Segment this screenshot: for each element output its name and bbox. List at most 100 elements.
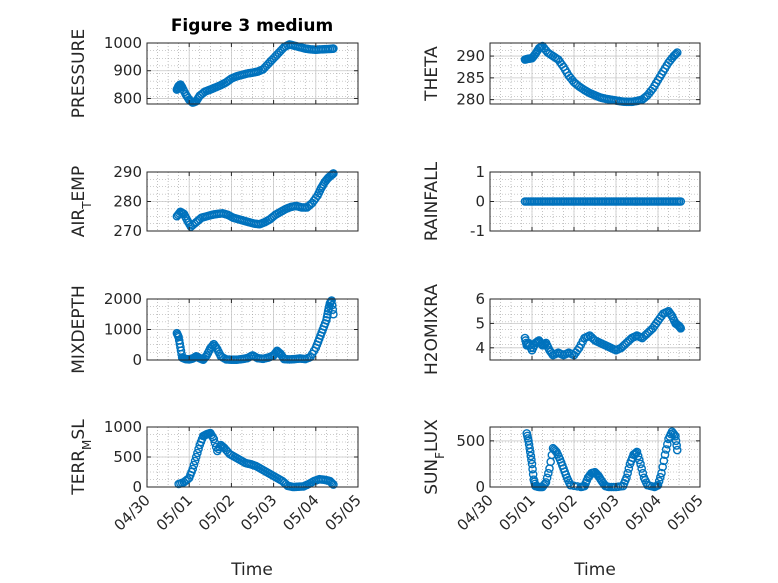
data-point [541,478,551,487]
data-point [676,197,686,206]
y-tick-label: 5 [475,314,485,332]
y-tick-label: 290 [113,163,142,181]
y-tick-label: 280 [456,91,485,109]
y-tick-label: 290 [456,47,485,65]
x-axis-label-right: Time [573,560,616,580]
y-tick-label: 285 [456,69,485,87]
series-markers [520,197,686,206]
data-point [525,447,535,457]
data-point [637,464,646,473]
data-point [671,431,680,441]
axes-box [489,42,701,105]
axes-box [489,298,701,361]
data-point [635,455,644,465]
data-point [193,448,202,458]
y-tick-label: 0 [132,351,142,369]
data-point [657,468,666,478]
data-point [327,300,337,310]
data-point [189,460,199,470]
y-axis-label: SUNFLUX [422,419,447,495]
series-markers [172,169,338,231]
subplot-second-left: 270 280 290 AIRTEMP [69,163,359,240]
axes-box [489,426,701,488]
y-tick-label: 800 [113,89,142,107]
y-tick-label: 1000 [104,321,142,339]
data-point [326,477,336,487]
y-tick-label: 1000 [104,418,142,436]
data-point [329,44,338,53]
data-point [528,464,537,474]
data-point [328,305,338,314]
data-point [190,456,200,466]
subplot-second-right: -1 0 1 RAINFALL [422,161,701,241]
y-tick-label: 500 [113,448,142,466]
data-point [632,447,642,457]
subplot-third-right: 4 5 6 H2OMIXRA [422,284,701,375]
data-point [527,459,537,469]
subplot-top-right: 280 285 290 THETA [422,41,701,109]
y-tick-label: 4 [475,339,485,357]
data-point [329,169,338,178]
data-point [624,464,634,473]
data-point [670,50,680,60]
y-axis-label: H2OMIXRA [422,284,442,375]
y-tick-label: 0 [475,193,485,211]
y-axis-label: THETA [422,46,442,102]
data-point [622,473,631,483]
data-point [542,473,552,483]
data-point [544,468,553,478]
data-point [663,439,672,449]
y-axis-label: RAINFALL [422,161,442,241]
data-point [672,48,682,57]
data-point [660,450,670,459]
y-tick-label: 6 [475,290,485,308]
data-point [191,452,201,462]
data-point [654,476,664,486]
data-point [672,441,681,450]
data-point [188,464,198,474]
y-tick-label: 1 [475,163,485,181]
subplot-third-left: 0 1000 2000 MIXDEPTH [69,285,359,374]
data-point [526,451,536,461]
y-axis-label: AIRTEMP [69,166,94,237]
data-point [527,455,536,465]
data-point [659,456,669,466]
figure-title: Figure 3 medium [171,16,333,36]
data-point [623,468,632,478]
y-tick-label: -1 [470,222,485,240]
y-tick-label: 2000 [104,290,142,308]
y-tick-label: 500 [456,432,485,450]
y-tick-label: 0 [475,478,485,496]
data-point [636,459,645,469]
axes-box [146,42,359,105]
y-axis-label: MIXDEPTH [69,285,89,374]
x-axis-label-left: Time [230,560,273,580]
series-markers [172,296,338,364]
y-tick-label: 900 [113,62,142,80]
grid-lines [490,299,700,360]
series-markers [174,428,338,492]
data-point [661,445,671,454]
y-tick-label: 280 [113,193,142,211]
y-axis-label: TERRMSL [69,419,94,496]
y-tick-label: 270 [113,222,142,240]
data-point [676,323,686,333]
data-point [656,472,665,482]
y-tick-label: 1000 [104,34,142,52]
data-point [672,445,682,455]
data-point [327,296,336,305]
data-point [658,462,667,472]
data-point [209,434,219,444]
data-point [671,436,681,446]
series-markers [520,41,682,107]
y-axis-label: PRESSURE [69,29,89,118]
subplot-top-left: 800 900 1000 PRESSURE [69,29,359,118]
y-tick-label: 0 [132,478,142,496]
series-markers [520,306,686,360]
data-point [671,49,681,59]
data-point [633,451,643,461]
data-point [329,309,338,319]
data-point [653,480,663,490]
